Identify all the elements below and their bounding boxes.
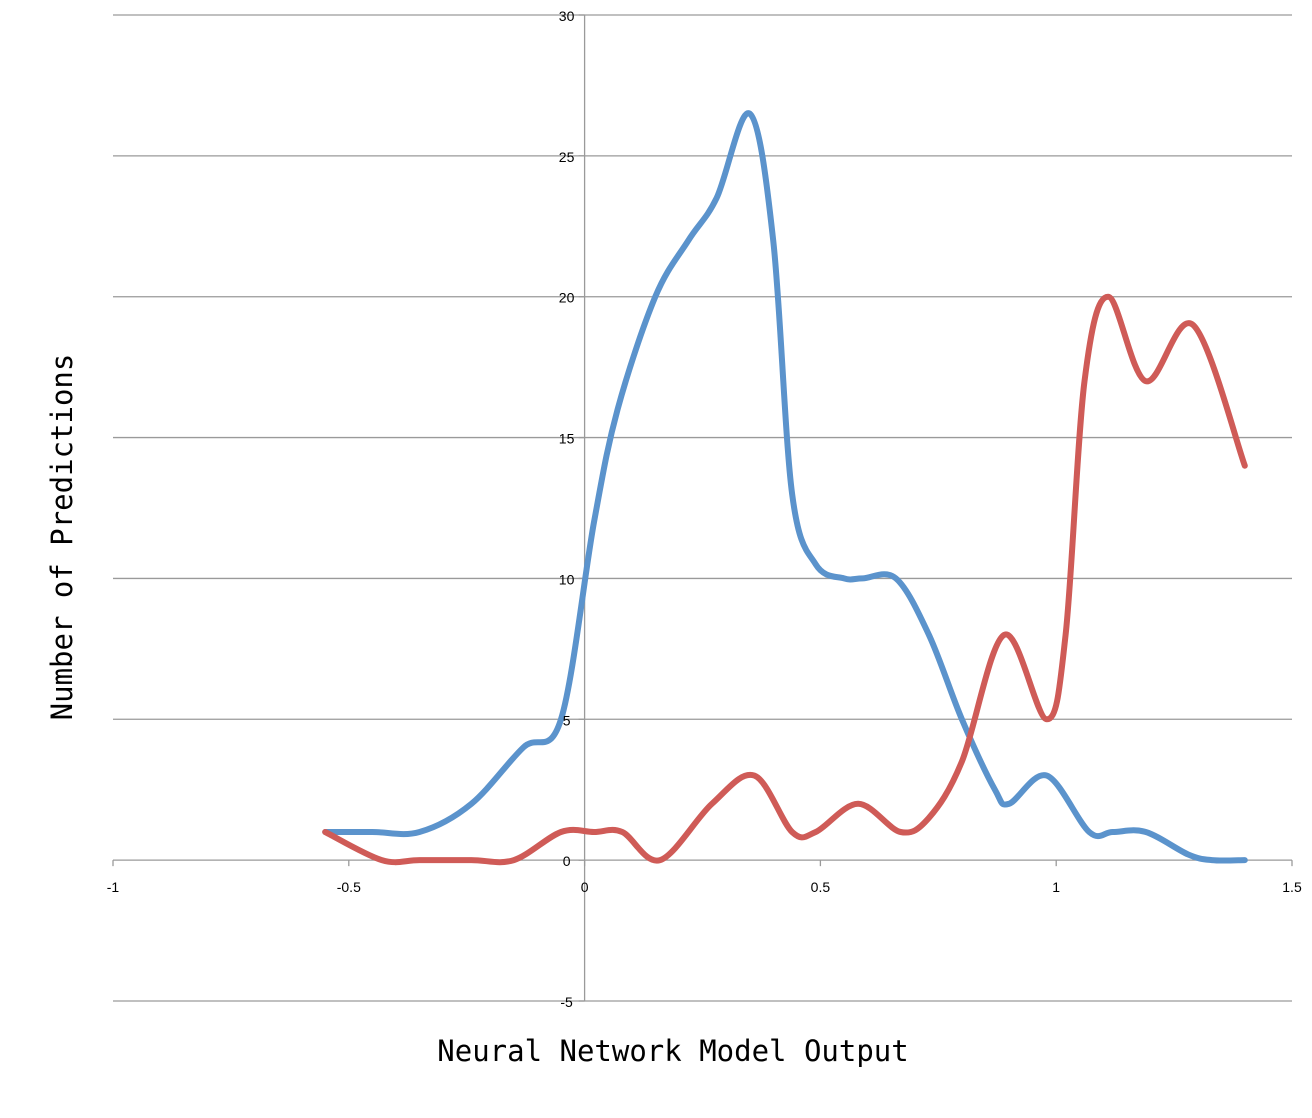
x-tick-label: -1 (107, 879, 120, 895)
y-tick-label: 20 (559, 290, 575, 306)
gridlines (113, 14, 1292, 1002)
y-axis-title: Number of Predictions (45, 354, 79, 721)
y-tick-label: 0 (563, 853, 571, 869)
tick-labels: -1 -0.5 0 0.5 1 1.5 -5 0 5 10 15 20 25 30 (107, 8, 1302, 1010)
x-tick-label: 1 (1052, 879, 1060, 895)
x-tick-label: 0 (581, 879, 589, 895)
y-tick-label: 25 (559, 149, 575, 165)
x-tick-label: 1.5 (1282, 879, 1302, 895)
y-tick-label: -5 (560, 994, 573, 1010)
series-line-1 (322, 110, 1248, 864)
y-tick-label: 15 (559, 431, 575, 447)
x-tick-label: -0.5 (337, 879, 361, 895)
axes (112, 14, 1293, 1002)
y-tick-label: 30 (559, 8, 575, 24)
x-axis-title: Neural Network Model Output (437, 1034, 908, 1068)
series-line-2 (322, 293, 1248, 866)
series-lines (322, 110, 1248, 866)
y-tick-label: 10 (559, 571, 575, 587)
x-tick-label: 0.5 (811, 879, 831, 895)
y-tick-label: 5 (563, 712, 571, 728)
